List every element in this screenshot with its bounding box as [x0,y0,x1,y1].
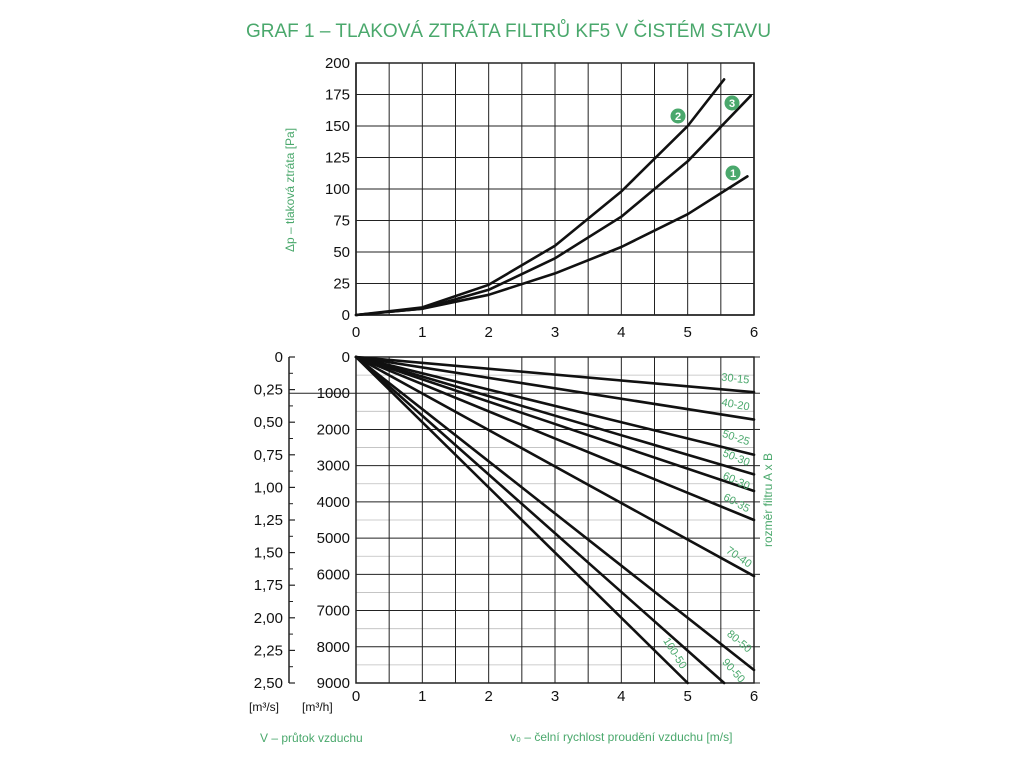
unit-m3s-label: [m³/s] [249,700,279,714]
bottom-y-tick-label: 5000 [317,530,350,547]
top-y-tick-label: 100 [325,181,350,198]
flow-m3s-tick-label: 1,75 [254,577,283,594]
flow-axis-label: V – průtok vzduchu [260,731,363,745]
top-x-tick-label: 2 [484,324,492,341]
filter-line-50-30 [354,355,756,476]
series-badge-label-1: 1 [730,168,736,180]
filter-line-100-50 [354,355,689,685]
flow-m3s-tick-label: 2,25 [254,642,283,659]
chart-title: GRAF 1 – TLAKOVÁ ZTRÁTA FILTRŮ KF5 V ČIS… [246,20,771,42]
bottom-y-tick-label: 2000 [317,421,350,438]
filter-label-50-25: 50-25 [721,428,751,448]
top-y-tick-label: 50 [333,244,350,261]
flow-m3s-tick-label: 0,50 [254,414,283,431]
bottom-y-tick-label: 7000 [317,603,350,620]
bottom-x-tick-label: 5 [683,688,691,705]
flow-m3s-tick-label: 2,00 [254,610,283,627]
top-pressure-loss-chart: 0 25 50 75 100 125 150 175 200 0 1 2 3 4 5 6 1 2 3 [325,55,758,341]
top-x-tick-label: 5 [683,324,691,341]
flow-m3s-tick-label: 1,00 [254,479,283,496]
top-y-tick-label: 175 [325,87,350,104]
top-y-tick-label: 25 [333,276,350,293]
bottom-x-axis-label: v₀ – čelní rychlost proudění vzduchu [m/… [510,730,732,744]
top-x-tick-label: 4 [617,324,625,341]
top-x-tick-label: 6 [750,324,758,341]
series-badge-label-2: 2 [675,111,681,123]
curve-1 [354,175,749,317]
bottom-y-tick-label: 4000 [317,494,350,511]
flow-m3s-tick-label: 1,50 [254,545,283,562]
series-badge-label-3: 3 [729,98,735,110]
bottom-x-tick-label: 1 [418,688,426,705]
top-y-tick-label: 200 [325,55,350,72]
flow-m3s-tick-label: 2,50 [254,675,283,692]
bottom-y-tick-label: 6000 [317,566,350,583]
top-y-tick-label: 125 [325,150,350,167]
flow-m3s-tick-label: 1,25 [254,512,283,529]
filter-line-50-25 [354,355,756,457]
top-y-tick-label: 150 [325,118,350,135]
bottom-y-tick-label: 9000 [317,675,350,692]
bottom-x-tick-label: 4 [617,688,625,705]
bottom-x-tick-label: 3 [551,688,559,705]
filter-line-30-15 [354,355,756,394]
filter-label-100-50: 100-50 [660,636,688,671]
bottom-x-tick-label: 6 [750,688,758,705]
top-y-tick-label: 0 [342,307,350,324]
flow-m3s-tick-label: 0,75 [254,447,283,464]
curve-2 [354,78,726,317]
flow-m3s-tick-label: 0,25 [254,382,283,399]
filter-line-80-50 [354,355,756,672]
top-y-axis-label: Δp – tlaková ztráta [Pa] [283,128,297,252]
bottom-y-tick-label: 8000 [317,639,350,656]
flow-m3s-tick-label: 0 [275,349,283,366]
bottom-x-tick-label: 2 [484,688,492,705]
top-x-tick-label: 1 [418,324,426,341]
filter-size-axis-label: rozměr filtru A x B [761,453,775,547]
top-frame [355,62,755,316]
filter-line-60-35 [354,355,756,522]
top-x-tick-label: 3 [551,324,559,341]
series-badge-2 [670,108,686,124]
filter-label-30-15: 30-15 [721,372,750,387]
filter-line-40-20 [354,355,756,421]
curve-3 [354,94,752,317]
top-y-tick-label: 75 [333,213,350,230]
filter-line-60-30 [354,355,756,493]
filter-label-40-20: 40-20 [721,397,751,414]
series-badge-1 [725,165,741,181]
filter-line-70-40 [354,355,756,578]
series-badge-3 [724,95,740,111]
bottom-y-tick-label: 0 [342,349,350,366]
bottom-y-tick-label: 3000 [317,458,350,475]
top-x-tick-label: 0 [352,324,360,341]
unit-m3h-label: [m³/h] [302,700,333,714]
bottom-x-tick-label: 0 [352,688,360,705]
filter-line-90-50 [354,355,726,685]
